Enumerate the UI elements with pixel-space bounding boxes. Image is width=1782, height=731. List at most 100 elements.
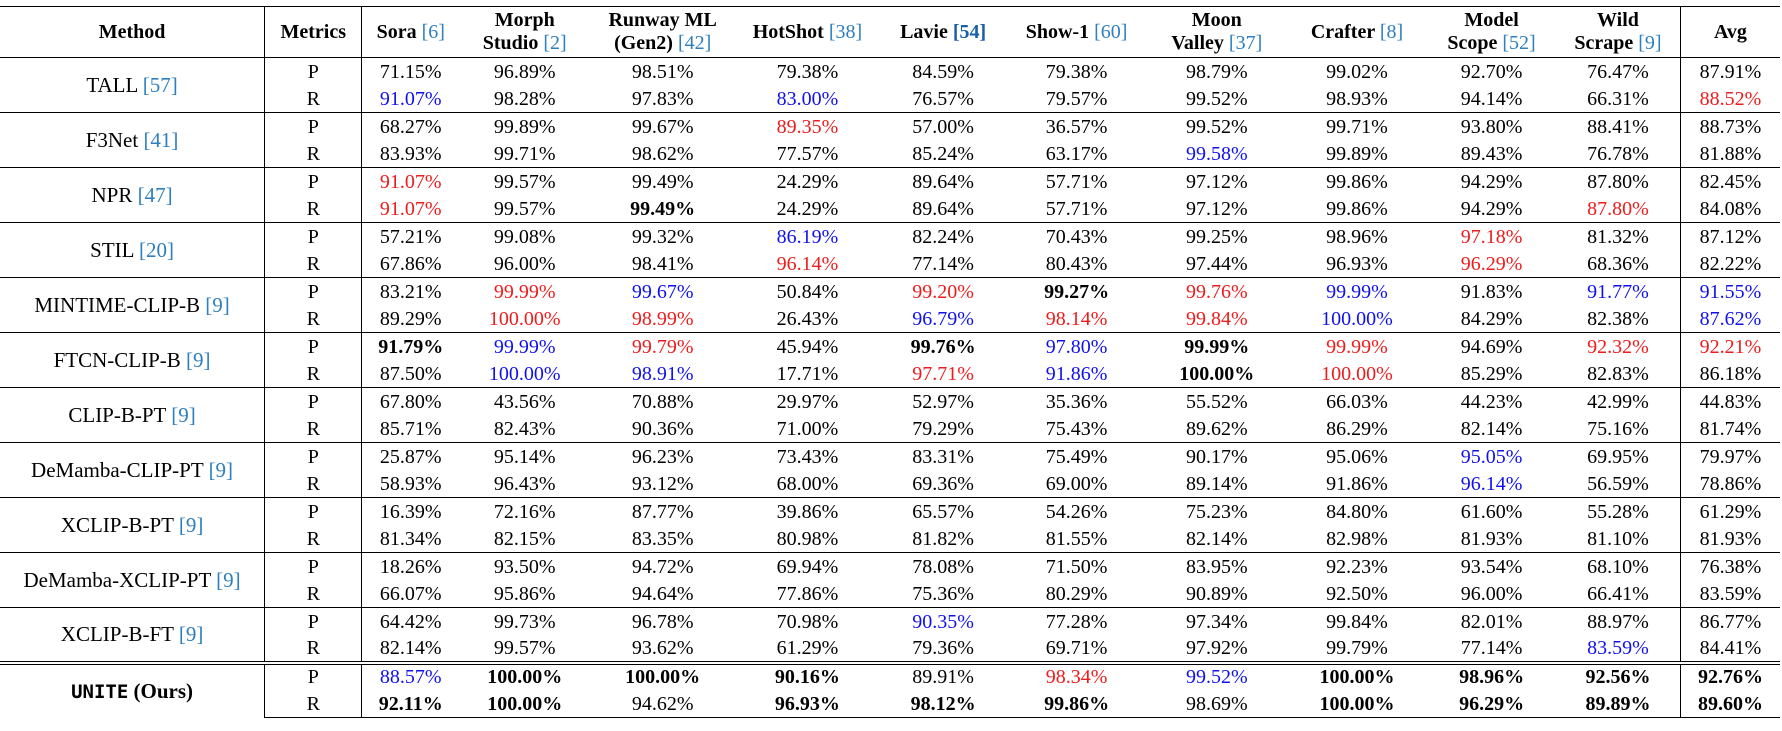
header-sora-text: Sora — [376, 20, 422, 43]
method-citation[interactable]: [9] — [178, 512, 204, 537]
value-cell: 81.32% — [1556, 222, 1681, 250]
value-cell: 89.14% — [1185, 472, 1248, 495]
value-cell: 79.97% — [1679, 442, 1780, 470]
value-cell: 81.93% — [1460, 527, 1523, 550]
method-label: F3Net — [85, 127, 144, 152]
value-cell: 87.77% — [590, 497, 736, 525]
header-crafter-citation[interactable]: [8] — [1379, 20, 1404, 43]
method-name: F3Net [41] — [0, 112, 265, 168]
value-cell: 68.27% — [361, 112, 460, 140]
value-cell: 42.99% — [1556, 387, 1681, 415]
value-cell: 99.58% — [1185, 142, 1248, 165]
header-row: Method Metrics Sora [6] Morph Studio [2] Runw… — [0, 6, 1780, 58]
metric-label: P — [264, 332, 362, 360]
method-label: TALL — [86, 72, 143, 97]
value-cell: 94.69% — [1427, 332, 1557, 360]
method-citation[interactable]: [9] — [171, 402, 196, 427]
value-cell: 99.86% — [1326, 197, 1388, 220]
header-wildscrape-text: Scrape — [1574, 32, 1639, 54]
method-citation[interactable]: [41] — [143, 127, 179, 152]
value-cell: 75.16% — [1587, 417, 1649, 440]
method-suffix: (Ours) — [128, 678, 194, 703]
value-cell: 100.00% — [1321, 307, 1393, 330]
results-table: Method Metrics Sora [6] Morph Studio [2] Runw… — [0, 6, 1780, 718]
value-cell: 92.21% — [1679, 332, 1780, 360]
value-cell: 71.00% — [776, 417, 839, 440]
value-cell: 69.94% — [735, 552, 880, 580]
value-cell: 82.15% — [493, 527, 556, 550]
method-citation[interactable]: [47] — [137, 182, 173, 207]
value-cell: 96.23% — [590, 442, 736, 470]
method-label: STIL — [90, 237, 139, 262]
value-cell: 87.62% — [1679, 305, 1780, 333]
value-cell: 89.35% — [735, 112, 880, 140]
value-cell: 83.31% — [879, 442, 1007, 470]
value-cell: 80.29% — [1045, 582, 1108, 605]
value-cell: 89.60% — [1679, 690, 1780, 718]
method-citation[interactable]: [9] — [186, 347, 211, 372]
value-cell: 87.50% — [361, 360, 460, 388]
method-citation[interactable]: [9] — [216, 567, 241, 592]
header-metrics-text: Metrics — [280, 20, 346, 43]
value-cell: 57.71% — [1006, 167, 1147, 195]
value-cell: 36.57% — [1006, 112, 1147, 140]
value-cell: 99.57% — [493, 197, 556, 220]
method-citation[interactable]: [9] — [205, 292, 230, 317]
method-name: XCLIP-B-PT [9] — [0, 497, 265, 553]
value-cell: 68.36% — [1587, 252, 1649, 275]
value-cell: 99.71% — [1286, 112, 1428, 140]
value-cell: 75.23% — [1146, 497, 1287, 525]
table-row: R 83.93% 99.71% 98.62% 77.57% 85.24% 63.17% 99.… — [0, 140, 1780, 168]
value-cell: 17.71% — [776, 362, 839, 385]
value-cell: 79.29% — [912, 417, 974, 440]
value-cell: 98.34% — [1006, 660, 1147, 690]
value-cell: 94.64% — [631, 582, 694, 605]
header-show1-citation[interactable]: [60] — [1094, 20, 1128, 43]
header-modelscope: Model Scope [52] — [1427, 6, 1557, 58]
value-cell: 87.80% — [1587, 197, 1649, 220]
header-moon-text: Valley — [1171, 32, 1229, 54]
method-citation[interactable]: [9] — [178, 621, 204, 646]
header-runway-citation[interactable]: [42] — [677, 32, 712, 54]
value-cell: 56.59% — [1587, 472, 1649, 495]
header-wildscrape-citation[interactable]: [9] — [1638, 32, 1662, 54]
value-cell: 99.99% — [1146, 332, 1287, 360]
table-row: R 92.11% 100.00% 94.62% 96.93% 98.12% 99.86% 98… — [0, 690, 1780, 718]
value-cell: 99.67% — [590, 277, 736, 305]
metric-label: R — [264, 140, 362, 168]
method-citation[interactable]: [57] — [142, 72, 178, 97]
value-cell: 83.21% — [361, 277, 460, 305]
header-hotshot-citation[interactable]: [38] — [828, 20, 863, 43]
header-moon-citation[interactable]: [37] — [1228, 32, 1263, 54]
value-cell: 94.14% — [1460, 87, 1523, 110]
header-modelscope-citation[interactable]: [52] — [1502, 32, 1536, 54]
header-crafter-text: Crafter — [1310, 20, 1380, 43]
method-citation[interactable]: [9] — [208, 457, 234, 482]
table-body: TALL [57] P 71.15% 96.89% 98.51% 79.38% 84.59%… — [0, 57, 1780, 718]
value-cell: 84.08% — [1679, 195, 1780, 223]
header-metrics: Metrics — [264, 6, 362, 58]
value-cell: 99.25% — [1146, 222, 1287, 250]
value-cell: 93.62% — [631, 636, 694, 659]
value-cell: 77.28% — [1006, 607, 1147, 635]
value-cell: 91.77% — [1556, 277, 1681, 305]
value-cell: 88.52% — [1679, 85, 1780, 113]
value-cell: 82.38% — [1587, 307, 1649, 330]
value-cell: 89.64% — [879, 167, 1007, 195]
method-label: NPR — [91, 182, 138, 207]
value-cell: 81.93% — [1679, 525, 1780, 553]
header-sora-citation[interactable]: [6] — [421, 20, 445, 43]
value-cell: 98.93% — [1326, 87, 1388, 110]
table-row: XCLIP-B-FT [9] P 64.42% 99.73% 96.78% 70.98% 9… — [0, 607, 1780, 663]
method-citation[interactable]: [20] — [138, 237, 174, 262]
value-cell: 82.14% — [1460, 417, 1523, 440]
value-cell: 69.95% — [1556, 442, 1681, 470]
value-cell: 99.27% — [1006, 277, 1147, 305]
value-cell: 96.89% — [459, 57, 591, 85]
value-cell: 26.43% — [776, 307, 839, 330]
header-morph-citation[interactable]: [2] — [543, 32, 567, 54]
value-cell: 97.12% — [1146, 167, 1287, 195]
header-lavie-citation[interactable]: [54] — [952, 20, 987, 43]
value-cell: 83.00% — [776, 87, 839, 110]
value-cell: 99.89% — [1326, 142, 1388, 165]
